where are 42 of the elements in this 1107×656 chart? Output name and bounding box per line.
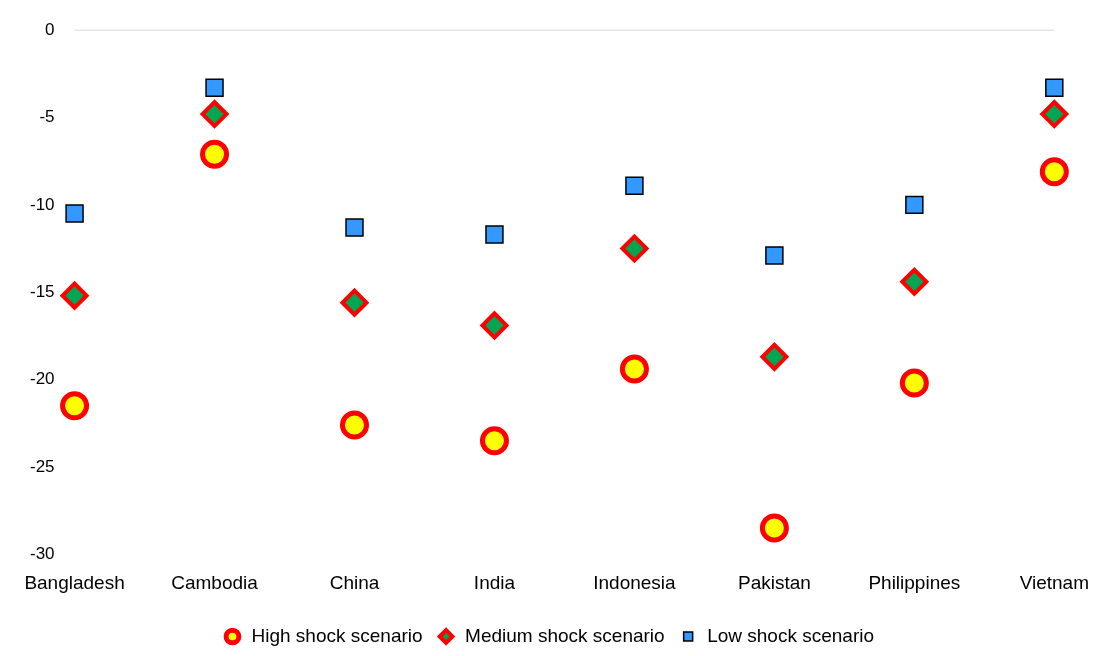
x-tick-label: Bangladesh: [24, 571, 125, 593]
point: [200, 100, 229, 129]
legend-label: Low shock scenario: [707, 624, 875, 646]
point: [620, 234, 649, 263]
x-tick-label: Indonesia: [593, 571, 677, 593]
point: [759, 513, 789, 543]
point: [905, 195, 924, 215]
point: [60, 391, 90, 421]
point: [345, 218, 364, 237]
point: [765, 246, 784, 265]
point: [619, 354, 649, 384]
point: [479, 426, 509, 456]
y-tick-label: -20: [29, 369, 55, 389]
legend-label: High shock scenario: [251, 624, 423, 646]
point: [625, 176, 644, 195]
x-tick-label: India: [473, 571, 516, 593]
point: [65, 204, 84, 223]
y-tick-label: -10: [29, 194, 55, 214]
x-tick-label: Pakistan: [737, 571, 811, 593]
y-tick-label: -25: [29, 456, 55, 476]
point: [205, 78, 224, 98]
x-tick-label: Vietnam: [1019, 571, 1089, 593]
x-tick-label: Philippines: [868, 571, 961, 593]
point: [900, 267, 929, 296]
point: [760, 342, 789, 371]
point: [340, 410, 369, 440]
point: [1045, 78, 1064, 98]
point: [1039, 157, 1069, 187]
point: [485, 225, 504, 244]
y-tick-label: -15: [29, 281, 55, 301]
point: [899, 368, 929, 398]
x-tick-label: China: [329, 571, 380, 593]
point: [340, 288, 369, 317]
point: [480, 311, 509, 340]
y-tick-label: -30: [29, 543, 55, 563]
point: [60, 281, 89, 310]
legend-label: Medium shock scenario: [465, 624, 665, 646]
y-tick-label: -5: [39, 107, 55, 127]
x-tick-label: Cambodia: [171, 571, 259, 593]
point: [200, 139, 230, 169]
point: [1040, 100, 1069, 129]
y-tick-label: 0: [45, 19, 55, 39]
